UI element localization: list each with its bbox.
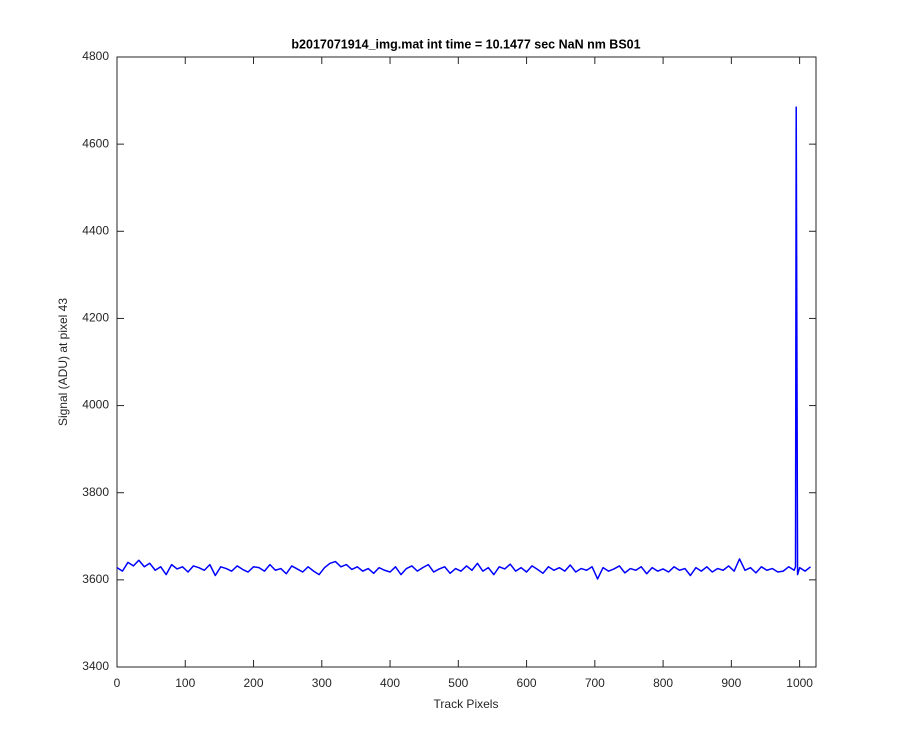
y-tick-label: 3600 — [82, 572, 109, 586]
y-tick-label: 3800 — [82, 485, 109, 499]
y-tick-label: 4200 — [82, 311, 109, 325]
x-axis-label: Track Pixels — [434, 697, 499, 711]
x-tick-label: 500 — [448, 676, 468, 690]
x-tick-label: 1000 — [786, 676, 813, 690]
x-tick-label: 0 — [114, 676, 121, 690]
y-tick-label: 4400 — [82, 223, 109, 237]
x-tick-label: 100 — [175, 676, 195, 690]
y-tick-label: 4000 — [82, 398, 109, 412]
x-tick-label: 900 — [721, 676, 741, 690]
data-line — [116, 106, 812, 580]
axes-box — [116, 56, 817, 668]
x-tick-label: 700 — [585, 676, 605, 690]
y-tick-label: 4800 — [82, 49, 109, 63]
x-tick-label: 800 — [653, 676, 673, 690]
chart-title: b2017071914_img.mat int time = 10.1477 s… — [291, 37, 640, 51]
x-tick-label: 300 — [312, 676, 332, 690]
x-tick-label: 200 — [244, 676, 264, 690]
y-tick-label: 4600 — [82, 136, 109, 150]
x-tick-label: 600 — [517, 676, 537, 690]
y-axis-label: Signal (ADU) at pixel 43 — [56, 298, 70, 426]
x-tick-label: 400 — [380, 676, 400, 690]
y-tick-label: 3400 — [82, 659, 109, 673]
